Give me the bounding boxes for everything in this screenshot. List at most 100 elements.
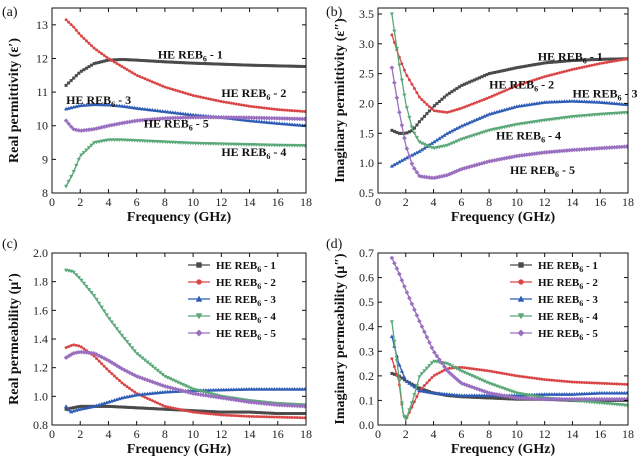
data-point xyxy=(612,382,616,386)
data-point xyxy=(415,91,419,95)
data-point xyxy=(112,103,117,107)
data-point xyxy=(231,142,236,147)
data-point xyxy=(163,404,167,408)
data-point xyxy=(79,153,84,158)
x-tick-label: 10 xyxy=(187,195,199,209)
data-point xyxy=(217,99,221,103)
legend-marker xyxy=(195,295,203,302)
data-point xyxy=(505,372,509,376)
data-point xyxy=(564,392,570,396)
data-point xyxy=(482,368,486,372)
data-point xyxy=(84,39,88,43)
data-point xyxy=(435,109,439,113)
data-point xyxy=(284,143,290,148)
data-point xyxy=(213,142,219,146)
data-point xyxy=(237,414,241,418)
data-point xyxy=(100,60,104,64)
data-point xyxy=(102,309,107,314)
x-tick-label: 16 xyxy=(594,427,606,441)
data-point xyxy=(290,415,294,419)
data-point xyxy=(178,90,182,94)
data-point xyxy=(542,378,546,382)
data-point xyxy=(479,393,485,398)
data-point xyxy=(434,353,440,359)
data-point xyxy=(389,320,395,324)
data-point xyxy=(114,138,120,143)
data-point xyxy=(117,330,122,335)
x-tick-label: 8 xyxy=(162,195,168,209)
data-point xyxy=(395,373,399,377)
data-point xyxy=(71,169,76,174)
data-point xyxy=(447,91,451,95)
x-tick-label: 2 xyxy=(403,195,409,209)
data-point xyxy=(194,410,198,414)
data-point xyxy=(122,337,127,341)
data-point xyxy=(487,369,491,373)
legend-entry: HE REB6 - 3 xyxy=(538,294,598,308)
data-point xyxy=(100,52,104,56)
y-tick-label: 2.5 xyxy=(359,67,374,81)
data-point xyxy=(582,381,586,385)
data-point xyxy=(183,91,187,95)
data-point xyxy=(69,79,73,83)
data-point xyxy=(412,384,417,389)
data-point xyxy=(407,153,412,159)
data-point xyxy=(147,378,153,384)
data-point xyxy=(168,405,172,409)
data-point xyxy=(189,410,193,414)
data-point xyxy=(76,275,81,280)
data-point xyxy=(447,370,452,376)
data-point xyxy=(285,415,289,419)
data-point xyxy=(262,106,266,110)
data-point xyxy=(272,411,276,415)
data-point xyxy=(77,31,81,35)
data-point xyxy=(502,125,507,130)
data-point xyxy=(272,386,277,391)
data-point xyxy=(199,61,203,65)
y-tick-label: 1.5 xyxy=(359,126,374,140)
data-point xyxy=(71,126,77,132)
legend-entry: HE REB6 - 4 xyxy=(538,311,598,325)
data-point xyxy=(412,393,417,397)
data-point xyxy=(477,99,481,103)
data-point xyxy=(274,143,280,148)
data-point xyxy=(500,371,504,375)
data-point xyxy=(109,102,114,107)
data-point xyxy=(96,140,102,144)
data-point xyxy=(208,142,214,146)
data-point xyxy=(405,74,409,78)
data-point xyxy=(432,109,436,113)
data-point xyxy=(607,390,612,395)
data-point xyxy=(211,387,216,392)
data-point xyxy=(427,378,431,382)
data-point xyxy=(222,410,226,414)
data-point xyxy=(252,63,256,67)
data-point xyxy=(280,412,284,416)
data-point xyxy=(587,113,592,118)
data-point xyxy=(117,58,121,62)
data-point xyxy=(409,401,415,405)
data-point xyxy=(619,390,625,395)
data-point xyxy=(229,101,233,105)
data-point xyxy=(492,127,497,132)
data-point xyxy=(140,76,144,80)
data-point xyxy=(495,92,499,96)
data-point xyxy=(214,410,218,414)
data-point xyxy=(572,380,576,384)
data-point xyxy=(390,357,394,361)
data-point xyxy=(288,108,292,112)
data-point xyxy=(77,71,81,75)
data-point xyxy=(612,390,617,395)
data-point xyxy=(153,400,157,404)
data-point xyxy=(298,412,302,416)
data-point xyxy=(173,110,178,115)
data-point xyxy=(597,112,602,117)
x-tick-label: 8 xyxy=(486,195,492,209)
legend-entry: HE REB6 - 1 xyxy=(538,260,598,274)
data-point xyxy=(300,412,304,416)
data-point xyxy=(246,118,252,123)
data-point xyxy=(427,340,432,345)
data-point xyxy=(425,112,429,116)
data-point xyxy=(231,387,236,392)
data-point xyxy=(135,406,139,410)
